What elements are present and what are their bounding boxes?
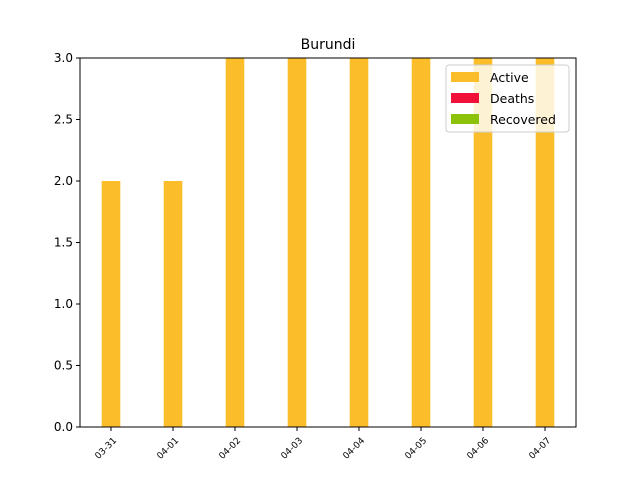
bars-layer	[101, 58, 555, 427]
x-tick-label: 04-07	[528, 436, 554, 462]
bar-active-04-01	[163, 181, 183, 427]
legend-swatch-active	[451, 72, 479, 82]
legend-label-deaths: Deaths	[490, 91, 534, 106]
bar-active-04-03	[287, 58, 307, 427]
x-tick-label: 04-05	[404, 436, 430, 462]
legend-label-recovered: Recovered	[490, 112, 556, 127]
y-axis: 0.0 0.5 1.0 1.5 2.0 2.5 3.0	[54, 51, 80, 434]
legend-swatch-deaths	[451, 93, 479, 103]
bar-active-03-31	[101, 181, 121, 427]
legend-label-active: Active	[490, 70, 529, 85]
y-tick-label: 1.0	[54, 297, 73, 311]
x-tick-label: 04-04	[342, 436, 368, 462]
legend: Active Deaths Recovered	[445, 64, 570, 133]
legend-swatch-recovered	[451, 114, 479, 124]
y-tick-label: 2.0	[54, 174, 73, 188]
x-tick-label: 04-06	[466, 436, 492, 462]
bar-active-04-05	[411, 58, 431, 427]
y-tick-label: 3.0	[54, 51, 73, 65]
x-axis: 03-31 04-01 04-02 04-03 04-04 04-05 04-06 04-07	[94, 427, 554, 462]
y-tick-label: 1.5	[54, 236, 73, 250]
chart-title: Burundi	[301, 37, 356, 53]
bar-active-04-02	[225, 58, 245, 427]
bar-active-04-04	[349, 58, 369, 427]
x-tick-label: 04-02	[218, 436, 244, 462]
y-tick-label: 2.5	[54, 113, 73, 127]
y-tick-label: 0.0	[54, 420, 73, 434]
x-tick-label: 04-01	[156, 436, 182, 462]
y-tick-label: 0.5	[54, 359, 73, 373]
bar-active-04-07	[535, 58, 555, 427]
x-tick-label: 03-31	[94, 436, 120, 462]
bar-active-04-06	[473, 58, 493, 427]
x-tick-label: 04-03	[280, 436, 306, 462]
